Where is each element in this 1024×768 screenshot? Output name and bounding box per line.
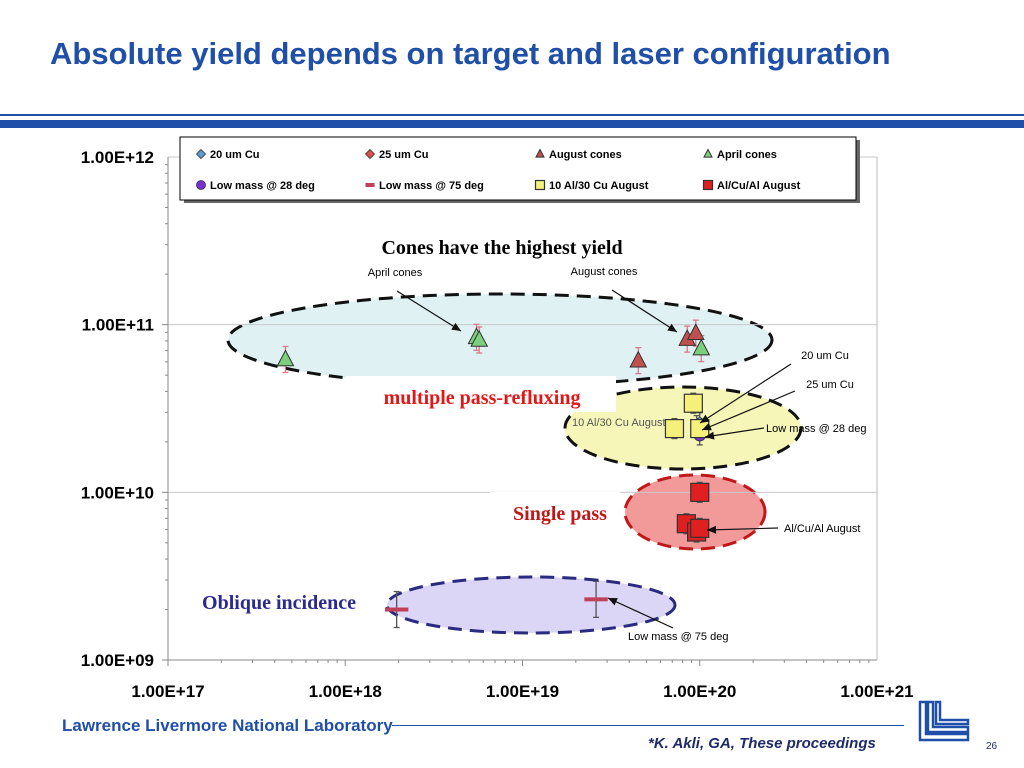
y-tick-label: 1.00E+10 (81, 483, 154, 502)
legend-label: Low mass @ 28 deg (210, 180, 315, 192)
point-august-cones (629, 350, 648, 368)
legend-label: 25 um Cu (379, 149, 429, 161)
legend-label: Al/Cu/Al August (717, 180, 801, 192)
arrow-april-cones-head (451, 322, 461, 331)
page-number: 26 (986, 741, 998, 752)
legend-marker (196, 180, 206, 190)
point-low-mass-75-deg (584, 597, 608, 602)
al-cu-al-label: Al/Cu/Al August (784, 523, 860, 535)
ellipse-single-pass (623, 473, 767, 551)
slide-title: Absolute yield depends on target and las… (50, 36, 891, 71)
legend-marker (534, 179, 546, 191)
arrow-low-mass-28 (704, 427, 765, 438)
point-low-mass-75-deg (384, 607, 409, 612)
arrow-25um-cu (701, 390, 796, 431)
point-al-cu-al-august (690, 482, 710, 502)
ellipse-oblique (385, 575, 677, 635)
multiple-pass-box (346, 376, 616, 412)
arrow-low-mass-28-head (705, 431, 715, 440)
legend-label: 20 um Cu (210, 149, 260, 161)
point-10-al-30-cu-august (664, 418, 685, 439)
x-tick-label: 1.00E+18 (309, 682, 382, 701)
legend-marker (535, 148, 545, 158)
arrow-august-cones-head (667, 323, 677, 332)
point-april-cones (470, 329, 489, 347)
legend-label: Low mass @ 75 deg (379, 180, 484, 192)
single-pass-box (490, 492, 620, 530)
cu25-label: 25 um Cu (806, 379, 854, 391)
point-april-cones (276, 349, 295, 367)
data-points (276, 323, 711, 612)
grouping-ellipses (226, 292, 803, 635)
y-tick-label: 1.00E+09 (81, 651, 154, 670)
point-al-cu-al-august (690, 518, 710, 538)
legend-marker (195, 148, 207, 160)
legend-marker (365, 183, 375, 187)
cones-heading-label: Cones have the highest yield (381, 237, 622, 259)
axis-tick-labels: 1.00E+17 1.00E+18 1.00E+19 1.00E+20 1.00E+21… (81, 148, 914, 701)
oblique-label: Oblique incidence (202, 592, 356, 614)
footer-divider (392, 725, 904, 726)
arrow-20um-cu (699, 363, 792, 424)
llnl-logo (918, 700, 970, 742)
multiple-pass-label: multiple pass-refluxing (384, 387, 581, 409)
legend-marker (703, 148, 713, 158)
arrow-al-cu-al-head (707, 525, 717, 534)
point-10-al-30-cu-august (683, 393, 703, 413)
al-cu-10-30-label: 10 Al/30 Cu August (572, 417, 666, 429)
legend-label: April cones (717, 149, 777, 161)
arrow-april-cones (396, 290, 462, 332)
legend-box (179, 136, 857, 201)
x-tick-label: 1.00E+21 (840, 682, 913, 701)
x-tick-label: 1.00E+17 (131, 682, 204, 701)
title-divider-thick (0, 120, 1024, 128)
legend-label: 10 Al/30 Cu August (549, 180, 649, 192)
annotations: Cones have the highest yield April cones A… (202, 237, 866, 643)
arrow-20um-cu-head (700, 414, 710, 423)
footer-citation: *K. Akli, GA, These proceedings (648, 735, 876, 752)
x-tick-label: 1.00E+20 (663, 682, 736, 701)
legend: 20 um Cu 25 um Cu August cones April cones L… (179, 136, 860, 203)
low-mass-28-label: Low mass @ 28 deg (766, 423, 866, 435)
y-tick-label: 1.00E+11 (82, 316, 154, 335)
point-august-cones (686, 323, 705, 340)
arrow-25um-cu-head (702, 422, 712, 431)
cu20-label: 20 um Cu (801, 350, 849, 362)
footer-lab-name: Lawrence Livermore National Laboratory (62, 716, 393, 735)
arrow-al-cu-al (706, 527, 779, 531)
x-tick-label: 1.00E+19 (486, 682, 559, 701)
april-cones-label: April cones (368, 267, 423, 279)
arrow-august-cones (611, 289, 678, 333)
arrow-low-mass-75 (607, 597, 674, 629)
axis-ticks (162, 164, 870, 666)
legend-marker (702, 179, 714, 191)
legend-marker (364, 148, 376, 160)
y-tick-label: 1.00E+12 (81, 148, 154, 167)
arrow-low-mass-75-head (608, 598, 618, 606)
point-april-cones (692, 338, 711, 356)
annotation-arrows (396, 289, 796, 629)
low-mass-75-label: Low mass @ 75 deg (628, 631, 728, 643)
title-divider-thin (0, 114, 1024, 116)
august-cones-label: August cones (571, 266, 638, 278)
legend-label: August cones (549, 149, 622, 161)
single-pass-label: Single pass (513, 503, 607, 525)
